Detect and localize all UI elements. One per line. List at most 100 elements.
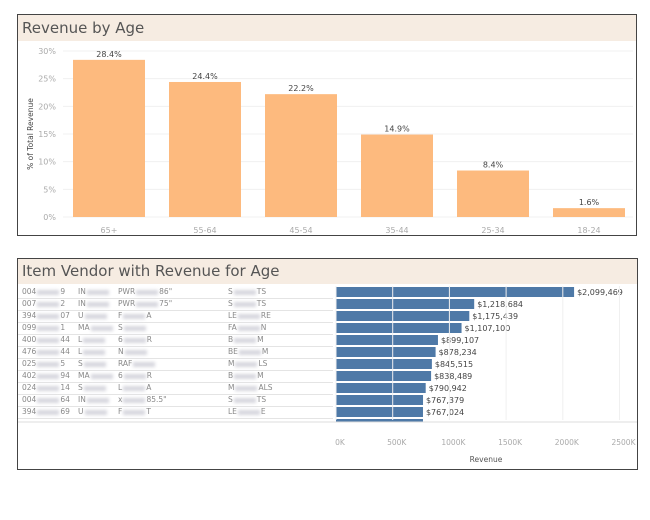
redacted-text: [86, 289, 109, 295]
vendor-cell-2: IN: [78, 286, 110, 298]
x-tick-label: 1500K: [498, 438, 523, 447]
x-tick-label: 65+: [101, 226, 118, 235]
vendor-cell-2: S: [78, 382, 107, 394]
revenue-by-age-chart: 0% 5% 10% 15% 20% 25% 30% % of Total Revenue 28.…: [26, 47, 633, 235]
cell-text: PWR: [118, 299, 136, 308]
cell-text: ALS: [258, 383, 273, 392]
table-row[interactable]: 394 07 U F A LE RE: [18, 310, 333, 323]
y-tick-label: 30%: [38, 47, 56, 56]
x-tick-label: 500K: [387, 438, 407, 447]
data-label: 22.2%: [288, 84, 314, 93]
redacted-text: [37, 361, 60, 367]
cell-text: 07: [60, 311, 70, 320]
table-row[interactable]: 004 64 IN x 85.5" S TS: [18, 394, 333, 407]
data-label: $838,489: [434, 372, 472, 381]
redacted-text: [37, 397, 60, 403]
redacted-text: [136, 289, 159, 295]
vendor-cell-2: L: [78, 334, 106, 346]
cell-text: N: [118, 347, 124, 356]
cell-text: 025: [22, 359, 37, 368]
data-label: $845,515: [435, 360, 473, 369]
cell-text: 402: [22, 371, 37, 380]
table-row[interactable]: 400 44 L 6 R B M: [18, 334, 333, 347]
cell-text: B: [228, 335, 234, 344]
cell-text: S: [118, 323, 123, 332]
data-label: $878,234: [439, 348, 477, 357]
x-tick-label: 18-24: [577, 226, 600, 235]
bar-partial: [336, 419, 423, 422]
x-tick-label: 45-54: [289, 226, 312, 235]
x-tick-label: 25-34: [481, 226, 504, 235]
redacted-text: [86, 301, 109, 307]
table-row[interactable]: 007 2 IN PWR 75" S TS: [18, 298, 333, 311]
cell-text: 75": [159, 299, 173, 308]
bar-55-64: [169, 81, 241, 217]
cell-text: RAF: [118, 359, 133, 368]
redacted-text: [123, 325, 146, 331]
vendor-cell-2: L: [78, 346, 106, 358]
bar-row-6: [336, 347, 436, 357]
cell-text: 9: [60, 287, 66, 296]
bar-row-10: [336, 395, 424, 405]
redacted-text: [37, 409, 60, 415]
cell-text: 44: [60, 347, 70, 356]
table-row[interactable]: 099 1 MA S FA N: [18, 322, 333, 335]
y-tick-label: 5%: [43, 185, 56, 194]
vendor-cell-4: M LS: [228, 358, 267, 370]
redacted-text: [235, 385, 258, 391]
table-row[interactable]: 402 94 MA 6 R B M: [18, 370, 333, 383]
data-label: $2,099,469: [577, 288, 623, 297]
cell-text: 476: [22, 347, 37, 356]
redacted-text: [237, 313, 260, 319]
cell-text: PWR: [118, 287, 136, 296]
x-tick-label: 2500K: [611, 438, 636, 447]
redacted-text: [84, 409, 107, 415]
redacted-text: [136, 301, 159, 307]
vendor-cell-2: IN: [78, 394, 110, 406]
redacted-text: [233, 301, 256, 307]
cell-text: S: [78, 359, 83, 368]
vendor-cell-1: 099 1: [22, 322, 65, 334]
cell-text: 024: [22, 383, 37, 392]
cell-text: 94: [60, 371, 70, 380]
table-row[interactable]: 394 69 U F T LE E: [18, 406, 333, 419]
table-row[interactable]: 476 44 L N BE M: [18, 346, 333, 359]
cell-text: LE: [228, 407, 237, 416]
vendor-cell-2: U: [78, 310, 108, 322]
table-row[interactable]: 004 9 IN PWR 86" S TS: [18, 286, 333, 299]
cell-text: F: [118, 407, 123, 416]
vendor-cell-3: x 85.5": [118, 394, 167, 406]
vendor-cell-4: LE RE: [228, 310, 271, 322]
redacted-text: [237, 325, 260, 331]
vendor-cell-2: MA: [78, 322, 114, 334]
cell-text: 004: [22, 395, 37, 404]
bar-row-5: [336, 335, 438, 345]
cell-text: S: [78, 383, 83, 392]
table-row[interactable]: 024 14 S L A M ALS: [18, 382, 333, 395]
y-tick-label: 15%: [38, 130, 56, 139]
bar-row-9: [336, 383, 426, 393]
cell-text: U: [78, 407, 84, 416]
cell-text: M: [228, 359, 235, 368]
cell-text: S: [228, 299, 233, 308]
redacted-text: [37, 301, 60, 307]
redacted-text: [123, 385, 146, 391]
bar-65+: [73, 59, 145, 217]
redacted-text: [123, 313, 146, 319]
table-row[interactable]: 025 5 S RAF M LS: [18, 358, 333, 371]
vendor-cell-1: 025 5: [22, 358, 65, 370]
redacted-text: [124, 349, 147, 355]
redacted-text: [123, 337, 146, 343]
vendor-cell-4: S TS: [228, 298, 266, 310]
vendor-cell-1: 024 14: [22, 382, 70, 394]
cell-text: IN: [78, 287, 86, 296]
bar-row-8: [336, 371, 432, 381]
vendor-cell-2: MA: [78, 370, 114, 382]
y-tick-label: 0%: [43, 213, 56, 222]
cell-text: 099: [22, 323, 37, 332]
redacted-text: [234, 337, 257, 343]
